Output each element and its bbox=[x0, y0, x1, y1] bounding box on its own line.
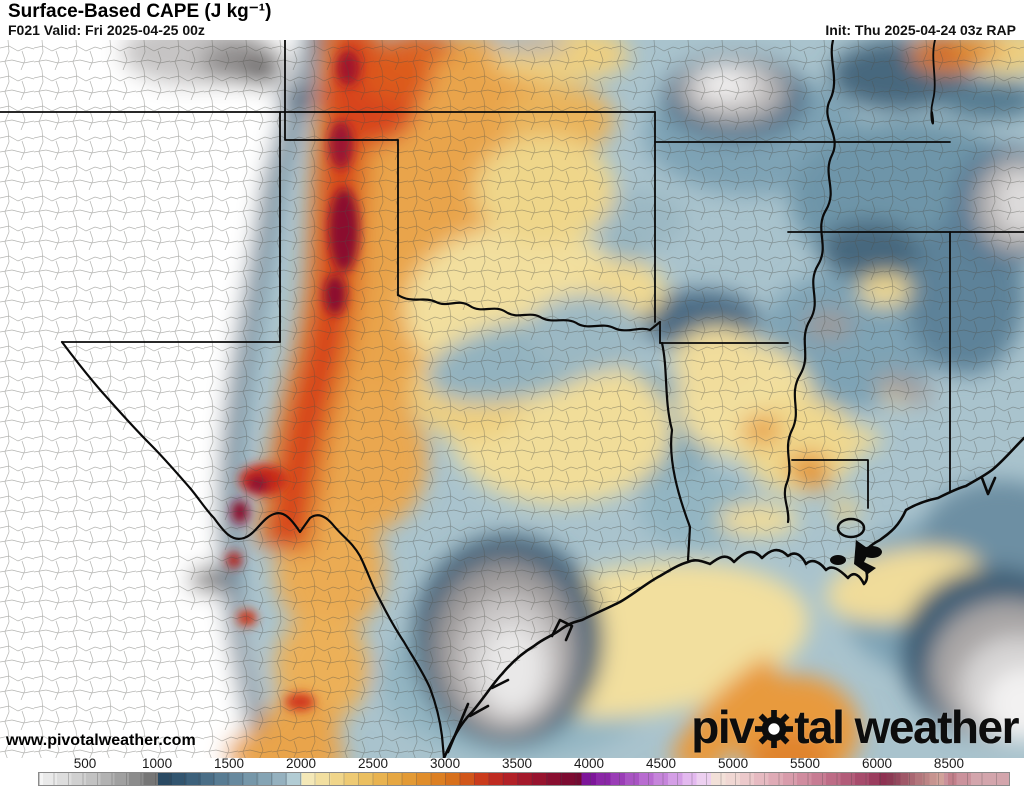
colorbar-tick: 2500 bbox=[358, 756, 389, 771]
cape-map: www.pivotalweather.com piv bbox=[0, 40, 1024, 758]
header: Surface-Based CAPE (J kg⁻¹) F021 Valid: … bbox=[0, 0, 1024, 40]
colorbar-gradient bbox=[38, 772, 1010, 786]
colorbar-tick: 6000 bbox=[861, 756, 893, 771]
colorbar-tick: 4000 bbox=[573, 756, 605, 771]
colorbar-tick: 5500 bbox=[789, 756, 821, 771]
colorbar-tick: 1000 bbox=[142, 756, 173, 771]
colorbar-tick-labels: 500 1000 1500 2000 2500 3000 3500 4000 4500 5000 5… bbox=[38, 756, 1010, 771]
colorbar-tick: 3000 bbox=[430, 756, 461, 771]
colorbar-tick: 5000 bbox=[718, 756, 749, 771]
page-title: Surface-Based CAPE (J kg⁻¹) bbox=[8, 1, 272, 22]
logo-text-piv: piv bbox=[691, 701, 754, 753]
colorbar-tick: 4500 bbox=[646, 756, 677, 771]
cape-colorbar: 500 1000 1500 2000 2500 3000 3500 4000 4500 5000 5… bbox=[0, 756, 1024, 791]
watermark-url: www.pivotalweather.com bbox=[6, 732, 196, 749]
model-init-label: Init: Thu 2025-04-24 03z RAP bbox=[825, 22, 1016, 38]
colorbar-tick: 3500 bbox=[501, 756, 533, 771]
colorbar-tick: 2000 bbox=[285, 756, 317, 771]
forecast-valid-label: F021 Valid: Fri 2025-04-25 00z bbox=[8, 22, 205, 38]
colorbar-tick: 500 bbox=[73, 756, 97, 771]
cape-field-svg bbox=[0, 40, 1024, 758]
gear-icon bbox=[755, 710, 794, 748]
colorbar-tick: 1500 bbox=[213, 756, 245, 771]
colorbar-cell-separators bbox=[39, 773, 1009, 785]
colorbar-tick: 8500 bbox=[933, 756, 964, 771]
logo-text-tal-weather: tal weather bbox=[794, 701, 1019, 753]
pivotal-weather-logo: piv tal weather bbox=[691, 701, 1019, 753]
